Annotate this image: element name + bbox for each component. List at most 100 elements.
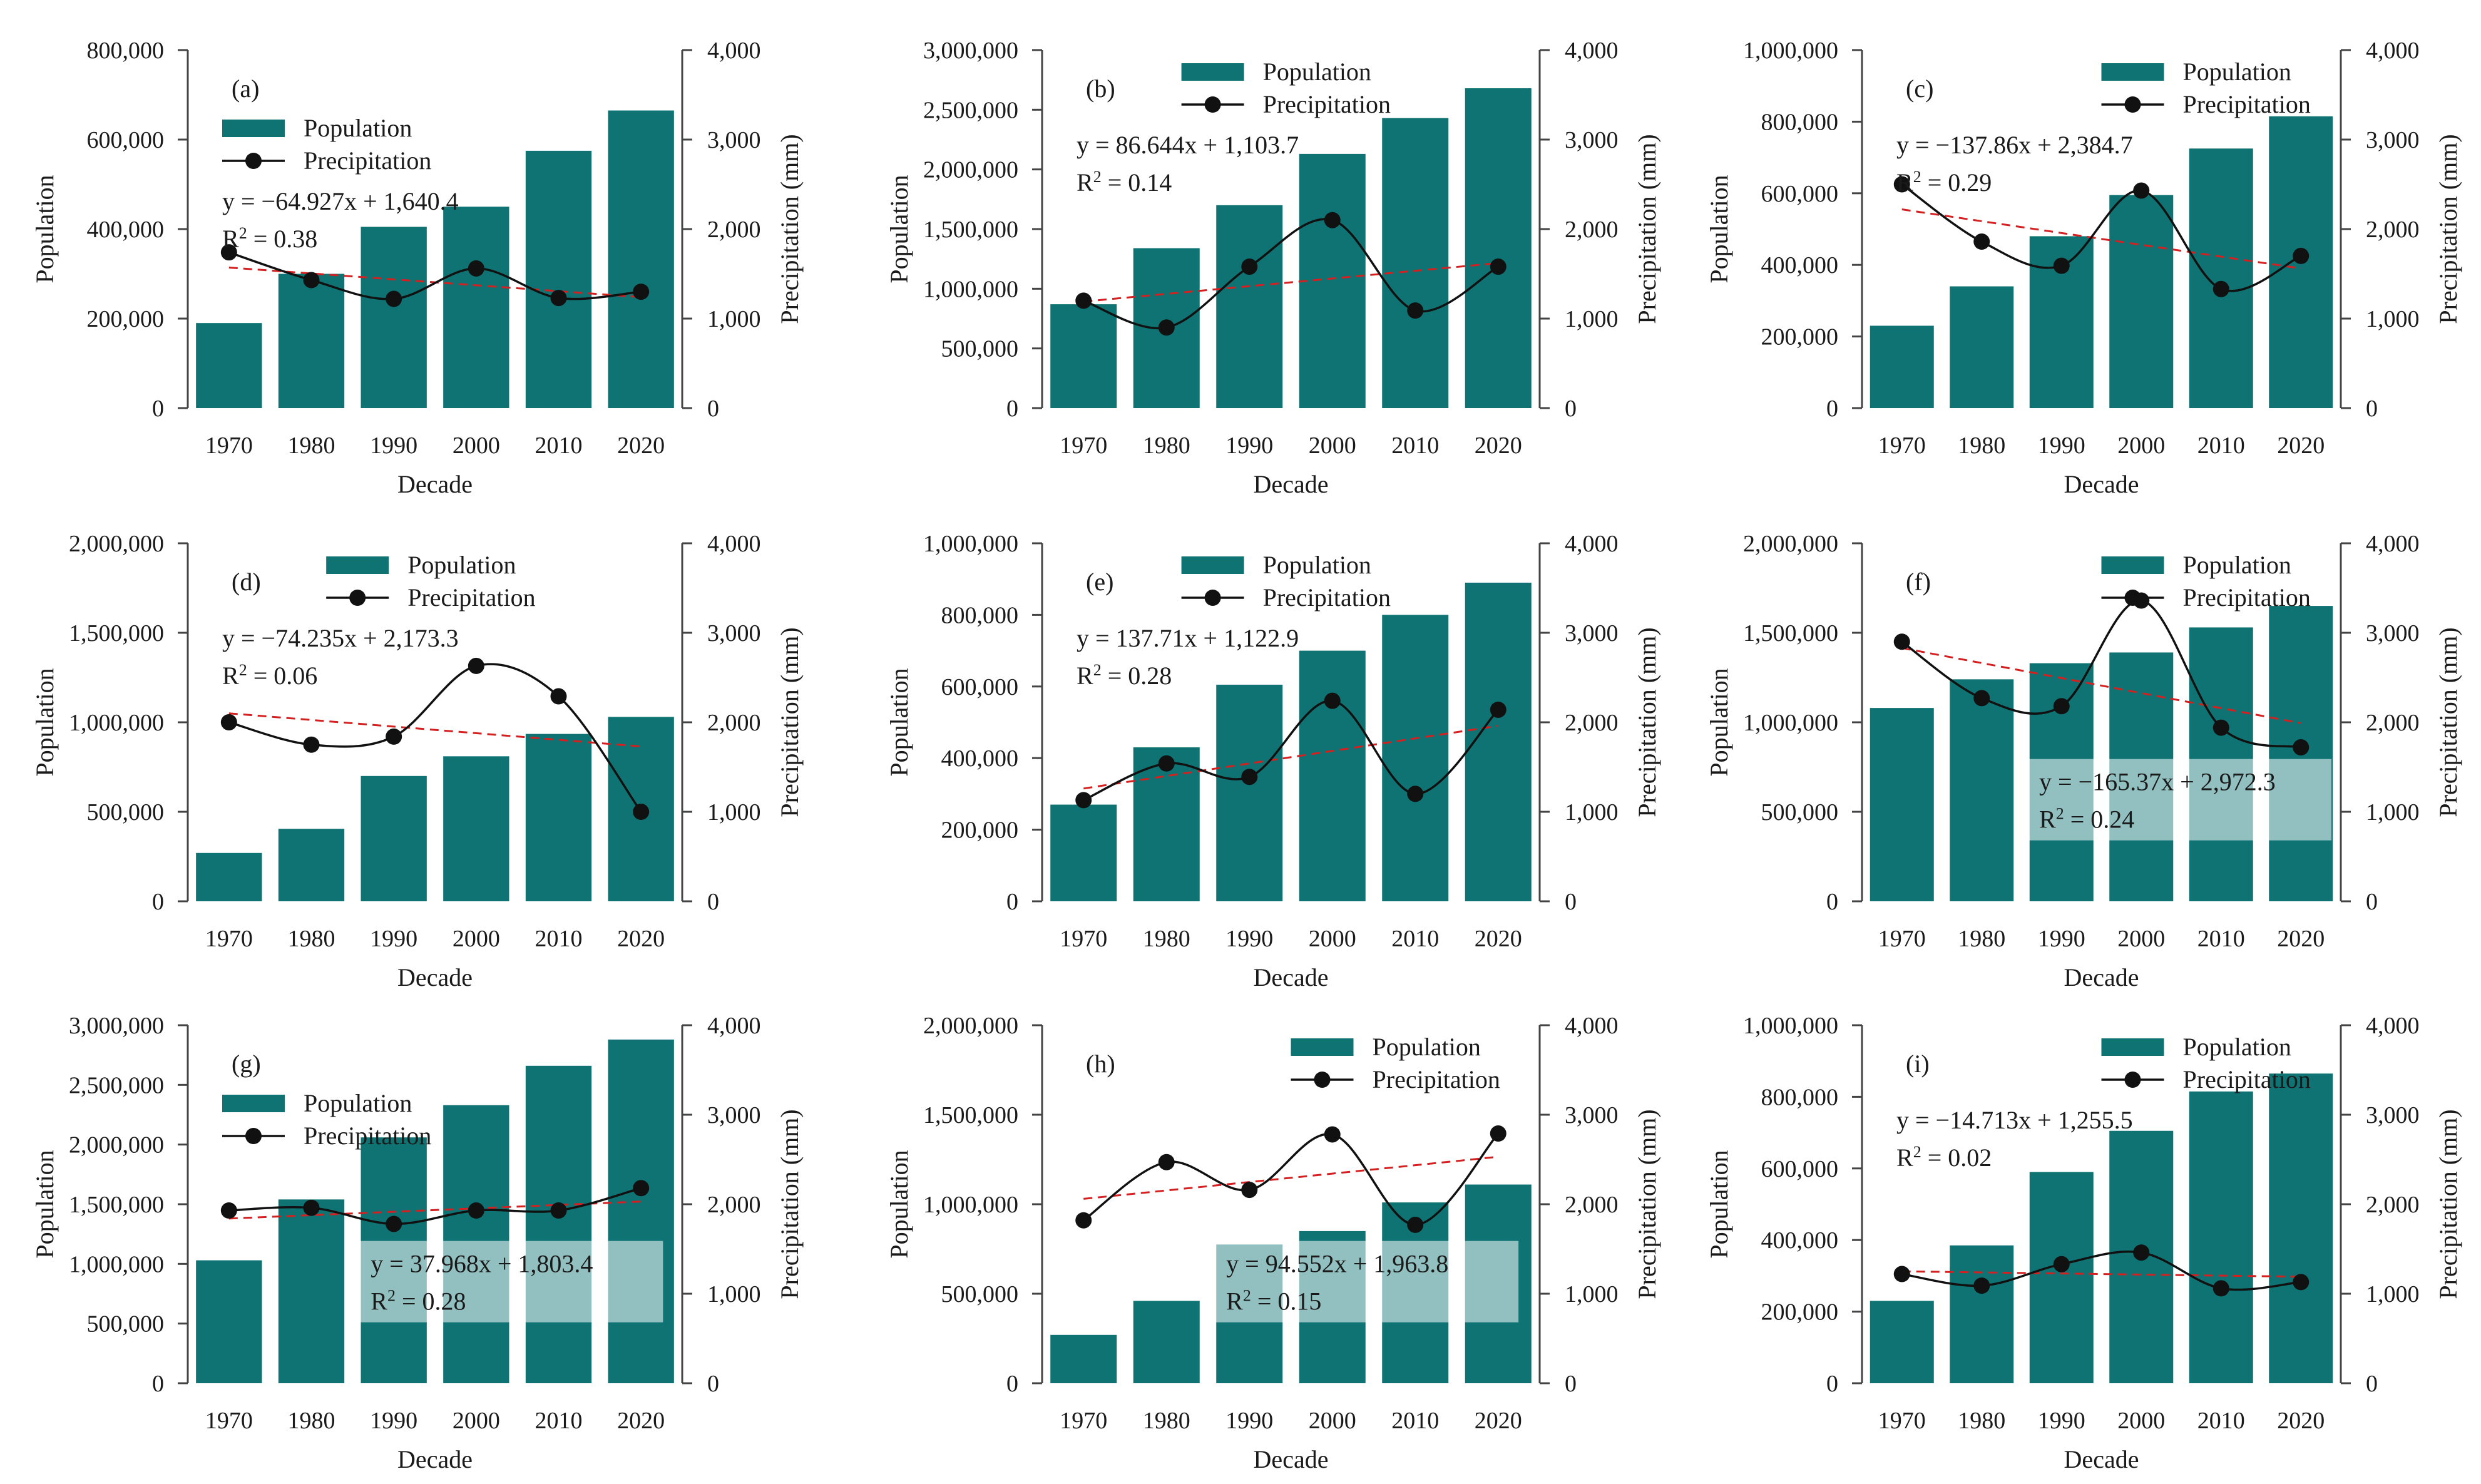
regression-equation: y = 137.71x + 1,122.9 — [1077, 624, 1299, 652]
y-left-tick-label: 0 — [152, 889, 164, 915]
x-tick-label: 2000 — [1309, 432, 1356, 459]
y-left-tick-label: 500,000 — [1761, 799, 1839, 826]
population-bar — [278, 1199, 345, 1383]
y-right-tick-label: 2,000 — [1565, 217, 1619, 243]
y-right-title: Precipitation (mm) — [775, 627, 804, 817]
x-tick-label: 2000 — [1309, 1408, 1356, 1434]
y-left-tick-label: 2,500,000 — [923, 97, 1018, 123]
r-squared: R2 = 0.29 — [1896, 168, 1992, 197]
x-tick-label: 2010 — [2197, 926, 2245, 952]
y-left-tick-label: 800,000 — [941, 602, 1019, 628]
x-tick-label: 1970 — [1060, 432, 1107, 459]
y-right-title: Precipitation (mm) — [775, 1109, 804, 1299]
x-tick-label: 2020 — [2277, 1408, 2325, 1434]
x-tick-label: 2020 — [1475, 432, 1522, 459]
y-left-tick-label: 1,000,000 — [1743, 710, 1838, 736]
precipitation-point — [1973, 690, 1990, 707]
legend-precipitation-label: Precipitation — [304, 1122, 431, 1150]
y-right-tick-label: 2,000 — [2366, 710, 2420, 736]
trend-line — [1083, 725, 1498, 790]
regression-equation: y = 37.968x + 1,803.4 — [371, 1250, 593, 1278]
legend-population-swatch — [1291, 1038, 1354, 1056]
x-tick-label: 1970 — [205, 432, 253, 459]
x-tick-label: 1970 — [1878, 432, 1926, 459]
y-right-tick-label: 1,000 — [707, 306, 761, 332]
legend-precipitation-marker — [349, 590, 366, 606]
regression-equation: y = −64.927x + 1,640.4 — [222, 187, 459, 215]
y-right-title: Precipitation (mm) — [2434, 627, 2462, 817]
x-tick-label: 1990 — [370, 926, 417, 952]
y-right-tick-label: 4,000 — [707, 1013, 761, 1039]
y-left-tick-label: 400,000 — [87, 217, 165, 243]
x-axis-title: Decade — [397, 963, 473, 991]
y-right-tick-label: 0 — [1565, 1371, 1577, 1397]
population-bar — [2029, 1172, 2094, 1383]
y-left-title: Population — [885, 175, 913, 283]
y-right-title: Precipitation (mm) — [1633, 627, 1661, 817]
precipitation-point — [633, 284, 650, 300]
legend-population-label: Population — [304, 114, 412, 142]
precipitation-point — [386, 1215, 402, 1232]
legend-precipitation-marker — [2124, 96, 2141, 113]
trend-line — [1083, 262, 1498, 303]
x-axis-title: Decade — [397, 1445, 473, 1473]
population-bar — [2109, 195, 2174, 408]
y-left-tick-label: 600,000 — [941, 674, 1019, 700]
y-left-tick-label: 2,000,000 — [923, 157, 1018, 183]
x-tick-label: 1970 — [1060, 926, 1107, 952]
regression-equation: y = 94.552x + 1,963.8 — [1226, 1250, 1448, 1278]
y-left-tick-label: 600,000 — [1761, 181, 1839, 207]
x-tick-label: 2000 — [2117, 926, 2165, 952]
precipitation-point — [2053, 698, 2070, 715]
population-bar — [2269, 1073, 2333, 1383]
precipitation-point — [2133, 1244, 2150, 1261]
x-axis-title: Decade — [1254, 470, 1329, 498]
precipitation-point — [1490, 701, 1507, 718]
population-bar — [525, 150, 592, 408]
legend-population-label: Population — [304, 1089, 412, 1117]
population-bar — [1465, 582, 1532, 901]
legend-population-swatch — [222, 120, 285, 137]
x-axis-title: Decade — [2064, 963, 2139, 991]
y-right-title: Precipitation (mm) — [2434, 1109, 2462, 1299]
y-left-tick-label: 1,500,000 — [923, 217, 1018, 243]
precipitation-point — [1893, 1266, 1910, 1282]
x-tick-label: 2010 — [535, 926, 583, 952]
y-right-tick-label: 0 — [1565, 396, 1577, 422]
y-left-tick-label: 1,500,000 — [69, 620, 164, 647]
y-left-tick-label: 1,000,000 — [923, 1192, 1018, 1218]
y-right-tick-label: 4,000 — [2366, 38, 2420, 64]
precipitation-line — [228, 1187, 642, 1226]
y-right-tick-label: 2,000 — [707, 710, 761, 736]
legend-precipitation-marker — [2124, 590, 2141, 606]
precipitation-point — [633, 1180, 650, 1197]
legend-precipitation-marker — [1204, 96, 1221, 113]
x-tick-label: 1980 — [288, 432, 335, 459]
x-tick-label: 1970 — [205, 926, 253, 952]
population-bar — [1465, 88, 1532, 408]
legend-precipitation-marker — [1204, 590, 1221, 606]
precipitation-point — [1490, 258, 1507, 275]
precipitation-point — [2212, 280, 2229, 297]
y-left-tick-label: 1,000,000 — [923, 276, 1018, 302]
x-tick-label: 2020 — [1475, 926, 1522, 952]
y-left-tick-label: 2,000,000 — [69, 531, 164, 557]
y-left-tick-label: 500,000 — [941, 336, 1019, 362]
y-left-tick-label: 400,000 — [1761, 1227, 1839, 1254]
population-bar — [1870, 1301, 1934, 1383]
precipitation-point — [1158, 1154, 1175, 1170]
y-right-tick-label: 3,000 — [707, 620, 761, 647]
y-right-title: Precipitation (mm) — [1633, 134, 1661, 324]
precipitation-point — [550, 688, 567, 705]
y-right-tick-label: 1,000 — [2366, 306, 2420, 332]
x-axis-title: Decade — [1254, 963, 1329, 991]
y-left-tick-label: 200,000 — [1761, 1299, 1839, 1326]
x-tick-label: 1980 — [1143, 926, 1190, 952]
y-right-tick-label: 4,000 — [1565, 531, 1619, 557]
panel-label: (e) — [1086, 568, 1113, 596]
x-axis-title: Decade — [397, 470, 473, 498]
population-bar — [2189, 148, 2253, 409]
legend-precipitation-marker — [1314, 1072, 1331, 1088]
y-left-tick-label: 1,000,000 — [69, 1251, 164, 1277]
